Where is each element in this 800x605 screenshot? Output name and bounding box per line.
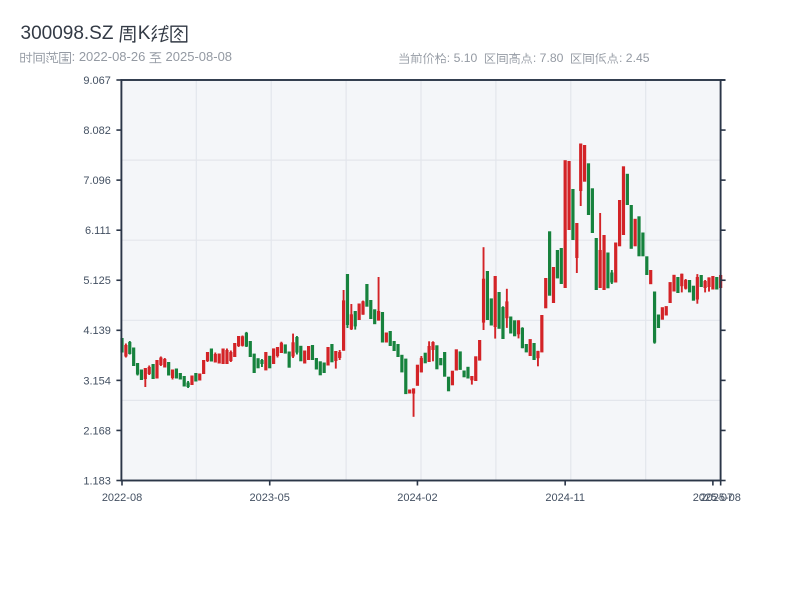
svg-text:300098.SZ: 300098.SZ [21,23,119,44]
svg-text:8.082: 8.082 [83,125,111,137]
svg-text:7.096: 7.096 [83,175,111,187]
svg-text:5.125: 5.125 [83,275,111,287]
svg-text:K: K [138,23,151,44]
svg-text:2022-08: 2022-08 [102,492,142,504]
svg-text:2024-11: 2024-11 [545,492,585,504]
svg-text:2.168: 2.168 [83,425,111,437]
svg-text:6.111: 6.111 [85,225,111,237]
svg-text:2023-05: 2023-05 [250,492,290,504]
svg-text:2024-02: 2024-02 [397,492,437,504]
svg-text:: 5.10: : 5.10 [447,51,484,65]
svg-text:3.154: 3.154 [83,375,111,387]
svg-text:: 2022-08-26: : 2022-08-26 [72,49,149,64]
svg-text:1.183: 1.183 [83,475,111,487]
svg-text:2025-08-08: 2025-08-08 [166,49,233,64]
svg-text:9.067: 9.067 [83,75,111,87]
svg-text:: 7.80: : 7.80 [533,51,570,65]
svg-text:2025-08: 2025-08 [701,492,741,504]
svg-text:: 2.45: : 2.45 [619,51,650,65]
svg-text:4.139: 4.139 [83,325,111,337]
